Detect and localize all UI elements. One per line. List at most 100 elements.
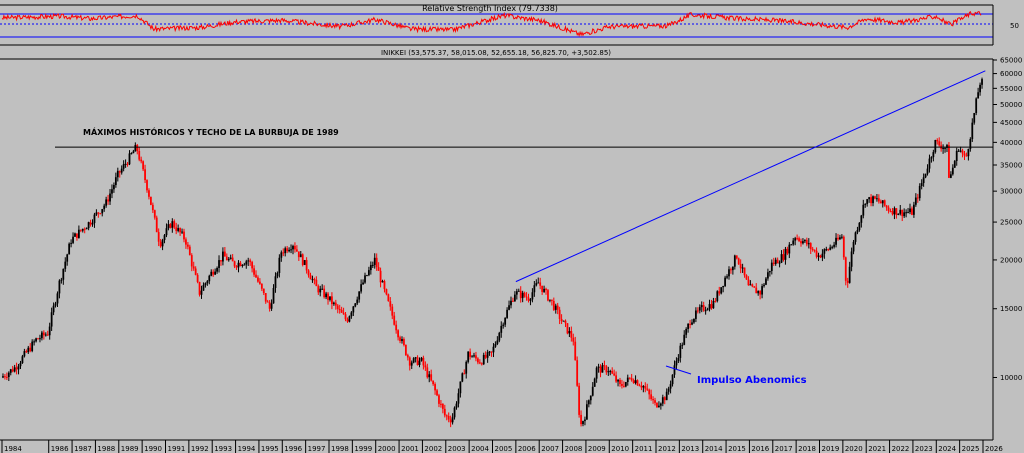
- candle-body: [225, 256, 228, 261]
- candle-body: [220, 260, 222, 262]
- candle-body: [257, 277, 259, 282]
- candle-body: [584, 419, 586, 422]
- candle-body: [517, 290, 520, 292]
- candle-body: [550, 299, 553, 301]
- candle-body: [533, 285, 536, 293]
- candle-body: [387, 294, 390, 302]
- candle-body: [356, 299, 359, 304]
- candle-body: [48, 326, 51, 336]
- candle-body: [805, 239, 808, 245]
- candle-body: [700, 305, 703, 308]
- price-title: INIKKEI (53,575.37, 58,015.08, 52,655.18…: [381, 49, 611, 57]
- x-tick-label: 1999: [354, 445, 372, 453]
- candle-body: [268, 302, 271, 309]
- candle-body: [276, 272, 279, 277]
- candle-body: [589, 395, 592, 401]
- candle-body: [920, 183, 923, 187]
- candle-body: [724, 277, 726, 286]
- candle-body: [35, 338, 37, 342]
- candle-body: [772, 262, 775, 265]
- candle-body: [301, 254, 304, 265]
- candle-body: [397, 330, 399, 338]
- x-tick-label: 1984: [4, 445, 22, 453]
- candle-body: [223, 251, 226, 257]
- candle-body: [95, 212, 98, 215]
- candle-body: [159, 241, 162, 247]
- x-tick-label: 2016: [751, 445, 769, 453]
- candle-body: [605, 366, 608, 373]
- candle-body: [930, 157, 933, 159]
- x-tick-label: 2024: [938, 445, 956, 453]
- price-tick-label: 25000: [1000, 219, 1022, 227]
- candle-body: [809, 243, 812, 249]
- x-tick-label: 2012: [658, 445, 676, 453]
- candle-body: [510, 300, 512, 306]
- candle-body: [138, 150, 141, 160]
- candle-body: [934, 140, 937, 153]
- x-tick-label: 2025: [962, 445, 980, 453]
- candle-body: [362, 282, 364, 285]
- candle-body: [295, 249, 298, 252]
- candle-body: [595, 367, 598, 379]
- candle-body: [885, 205, 888, 208]
- candle-body: [486, 352, 489, 358]
- candle-body: [116, 170, 119, 178]
- candle-body: [200, 290, 203, 295]
- candle-body: [741, 267, 744, 269]
- candle-body: [494, 343, 497, 347]
- candle-body: [780, 254, 783, 263]
- candle-body: [800, 241, 802, 244]
- candle-body: [157, 232, 160, 242]
- candle-body: [591, 386, 594, 396]
- x-tick-label: 2022: [892, 445, 910, 453]
- candle-body: [436, 390, 438, 396]
- price-tick-label: 15000: [1000, 305, 1022, 313]
- candle-body: [83, 228, 86, 230]
- candle-body: [951, 167, 954, 175]
- candle-body: [151, 204, 154, 211]
- candle-body: [399, 337, 401, 341]
- candle-body: [889, 210, 892, 212]
- x-tick-label: 2023: [915, 445, 933, 453]
- price-tick-label: 35000: [1000, 162, 1022, 170]
- candle-body: [241, 264, 244, 266]
- x-tick-label: 2014: [705, 445, 723, 453]
- candle-body: [101, 209, 104, 214]
- candle-body: [585, 404, 588, 420]
- candle-body: [484, 354, 487, 358]
- candle-body: [358, 291, 361, 300]
- candle-body: [671, 374, 674, 385]
- candle-body: [134, 144, 137, 152]
- candle-body: [798, 238, 800, 242]
- x-tick-label: 2018: [798, 445, 816, 453]
- candle-body: [877, 198, 880, 202]
- candle-body: [747, 279, 750, 286]
- x-tick-label: 2020: [845, 445, 863, 453]
- candle-body: [753, 286, 756, 288]
- candle-body: [202, 285, 205, 291]
- candle-body: [560, 318, 563, 322]
- candle-body: [498, 332, 501, 341]
- candle-body: [124, 163, 127, 165]
- candle-body: [722, 285, 725, 288]
- candle-body: [796, 238, 799, 240]
- candle-body: [331, 296, 333, 305]
- candle-body: [52, 305, 55, 313]
- candle-body: [659, 403, 662, 406]
- candle-body: [924, 173, 927, 178]
- candle-body: [757, 291, 760, 294]
- candle-body: [932, 152, 935, 158]
- candle-body: [959, 150, 962, 152]
- candle-body: [782, 254, 785, 260]
- candle-body: [839, 237, 841, 240]
- x-tick-label: 2015: [728, 445, 746, 453]
- candle-body: [198, 281, 201, 295]
- candle-body: [264, 293, 267, 302]
- candle-body: [788, 244, 791, 254]
- x-tick-label: 1998: [331, 445, 349, 453]
- x-tick-label: 1995: [261, 445, 279, 453]
- candle-body: [366, 275, 368, 277]
- candle-body: [562, 320, 565, 322]
- candle-body: [467, 351, 470, 362]
- candle-body: [881, 200, 884, 204]
